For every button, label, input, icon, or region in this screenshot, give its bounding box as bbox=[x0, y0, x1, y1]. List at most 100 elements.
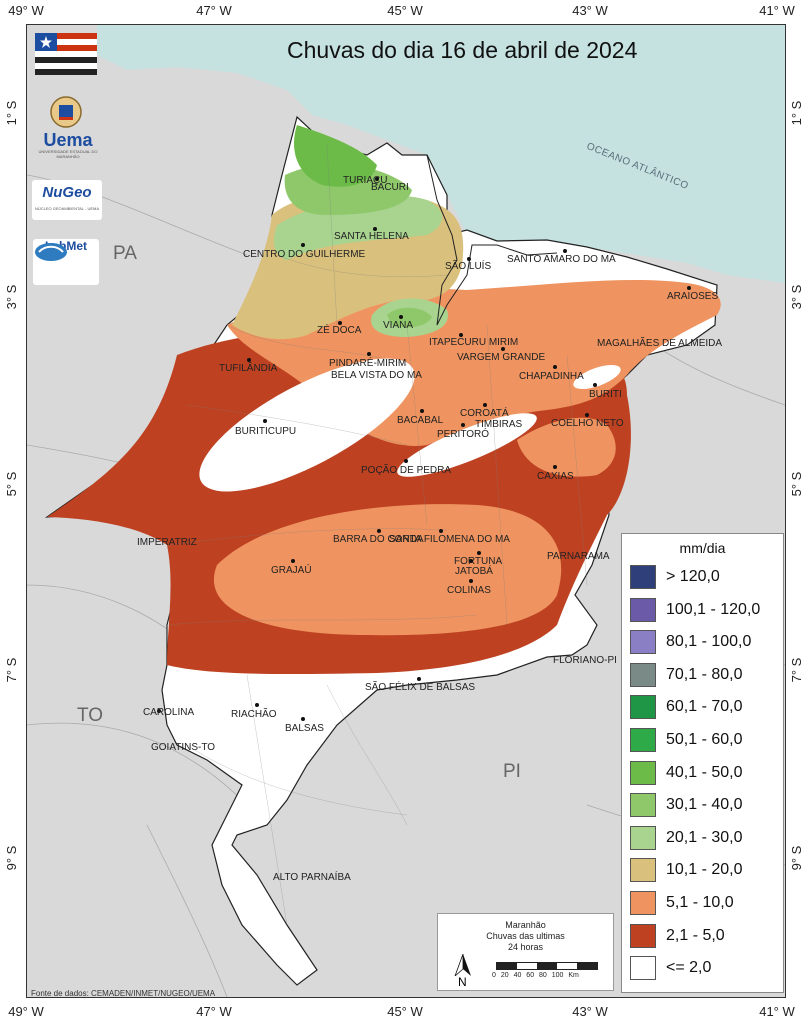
legend-swatch bbox=[630, 728, 656, 752]
legend-swatch bbox=[630, 695, 656, 720]
city-label: CHAPADINHA bbox=[519, 371, 584, 382]
legend-label: 5,1 - 10,0 bbox=[666, 894, 734, 911]
lon-label-top: 41° W bbox=[759, 3, 795, 18]
legend-label: 100,1 - 120,0 bbox=[666, 600, 761, 618]
legend-title: mm/dia bbox=[679, 540, 726, 556]
lon-label-bottom: 45° W bbox=[387, 1004, 423, 1019]
legend-label: 2,1 - 5,0 bbox=[666, 926, 725, 944]
legend-row: 40,1 - 50,0 bbox=[630, 760, 743, 786]
legend-label: 20,1 - 30,0 bbox=[666, 828, 743, 846]
legend-swatch bbox=[630, 891, 656, 915]
legend-swatch bbox=[630, 825, 656, 850]
legend-row: 5,1 - 10,0 bbox=[630, 890, 734, 916]
region-label-pa: PA bbox=[113, 243, 137, 264]
city-label: GOIATINS-TO bbox=[151, 742, 216, 753]
city-dot bbox=[255, 703, 259, 707]
legend-swatch bbox=[630, 923, 656, 948]
city-label: JATOBÁ bbox=[455, 566, 493, 577]
city-dot bbox=[338, 321, 342, 325]
legend-row: 10,1 - 20,0 bbox=[630, 857, 743, 883]
lat-label-left: 3° S bbox=[3, 284, 19, 310]
city-label: BURITICUPU bbox=[235, 426, 297, 437]
lat-label-left: 7° S bbox=[3, 657, 19, 683]
nugeo-logo-text: NuGeo bbox=[42, 184, 92, 201]
legend-label: 70,1 - 80,0 bbox=[666, 665, 743, 683]
city-label: IMPERATRIZ bbox=[137, 537, 197, 548]
nugeo-logo-subtext: NÚCLEO GEOAMBIENTAL - UEMA bbox=[34, 206, 99, 211]
legend-row: 2,1 - 5,0 bbox=[630, 923, 725, 949]
city-label: PINDARÉ-MIRIM bbox=[329, 358, 407, 369]
city-label: BACABAL bbox=[397, 415, 444, 426]
region-label-pi: PI bbox=[503, 761, 521, 782]
legend-swatch bbox=[630, 597, 656, 622]
city-dot bbox=[439, 529, 443, 533]
scale-subtitle: Chuvas das ultimas bbox=[486, 931, 565, 941]
zone-dry-peritoro bbox=[397, 413, 537, 477]
city-dot bbox=[467, 257, 471, 261]
city-label: COROATÁ bbox=[460, 408, 509, 419]
lon-label-top: 45° W bbox=[387, 3, 423, 18]
lon-label-top: 49° W bbox=[8, 3, 44, 18]
uema-logo: Uema UNIVERSIDADE ESTADUAL DO MARANHÃO bbox=[33, 131, 103, 159]
city-label: BELA VISTA DO MA bbox=[331, 370, 422, 381]
city-label: PERITORÓ bbox=[437, 429, 490, 440]
city-dot bbox=[404, 459, 408, 463]
legend-swatch bbox=[630, 956, 656, 981]
legend-swatch bbox=[630, 760, 656, 785]
city-dot bbox=[399, 315, 403, 319]
lat-label-right: 7° S bbox=[788, 657, 804, 683]
legend-label: 80,1 - 100,0 bbox=[666, 633, 752, 651]
city-label: FORTUNA bbox=[454, 556, 503, 567]
city-label: RIACHÃO bbox=[231, 709, 277, 720]
city-label: COLINAS bbox=[447, 585, 491, 596]
city-label: ARAIOSES bbox=[667, 291, 719, 302]
lat-label-right: 9° S bbox=[788, 845, 804, 871]
data-source: Fonte de dados: CEMADEN/INMET/NUGEO/UEMA bbox=[31, 989, 216, 998]
lon-label-bottom: 43° W bbox=[572, 1004, 608, 1019]
city-label: COELHO NETO bbox=[551, 418, 624, 429]
legend-label: 50,1 - 60,0 bbox=[666, 731, 743, 748]
scale-title: Maranhão bbox=[505, 920, 546, 930]
maranhao-flag-icon bbox=[35, 33, 97, 75]
city-dot bbox=[377, 529, 381, 533]
city-dot bbox=[367, 352, 371, 356]
city-label: MAGALHÃES DE ALMEIDA bbox=[597, 338, 723, 349]
city-label: TUFILÂNDIA bbox=[219, 363, 278, 374]
legend-row: 100,1 - 120,0 bbox=[630, 597, 760, 623]
city-dot bbox=[469, 579, 473, 583]
uema-logo-subtext: UNIVERSIDADE ESTADUAL DO MARANHÃO bbox=[38, 149, 98, 159]
legend-row: 50,1 - 60,0 bbox=[630, 727, 743, 753]
uema-seal-icon bbox=[49, 95, 83, 129]
city-label: BURITI bbox=[589, 389, 622, 400]
legend-swatch bbox=[630, 565, 656, 589]
ocean-area bbox=[97, 25, 785, 283]
city-label: BALSAS bbox=[285, 723, 324, 734]
city-dot bbox=[593, 383, 597, 387]
map-canvas bbox=[27, 25, 785, 997]
city-label: TIMBIRAS bbox=[475, 419, 523, 430]
city-label: CAROLINA bbox=[143, 707, 195, 718]
lat-label-right: 1° S bbox=[788, 100, 804, 126]
nugeo-logo: NuGeo NÚCLEO GEOAMBIENTAL - UEMA bbox=[32, 180, 102, 220]
lat-label-left: 5° S bbox=[3, 471, 19, 497]
city-dot bbox=[459, 333, 463, 337]
city-label: ZÉ DOCA bbox=[317, 325, 362, 336]
city-dot bbox=[301, 717, 305, 721]
city-dot bbox=[247, 358, 251, 362]
zone-dry-buriti bbox=[573, 364, 621, 390]
city-label: PARNARAMA bbox=[547, 551, 610, 562]
city-label: SANTA FILOMENA DO MA bbox=[389, 534, 510, 545]
city-label: ITAPECURU MIRIM bbox=[429, 337, 519, 348]
lat-label-left: 1° S bbox=[3, 100, 19, 126]
city-dot bbox=[461, 423, 465, 427]
zone-5-10-south bbox=[213, 504, 562, 636]
city-dot bbox=[469, 559, 473, 563]
city-label: CENTRO DO GUILHERME bbox=[243, 249, 366, 260]
city-dot bbox=[483, 403, 487, 407]
legend-label: > 120,0 bbox=[666, 568, 720, 585]
labmet-logo: LabMet bbox=[33, 239, 99, 285]
city-label: SÃO LUÍS bbox=[445, 261, 492, 272]
legend-swatch bbox=[630, 858, 656, 883]
city-dot bbox=[553, 465, 557, 469]
city-dot bbox=[687, 286, 691, 290]
